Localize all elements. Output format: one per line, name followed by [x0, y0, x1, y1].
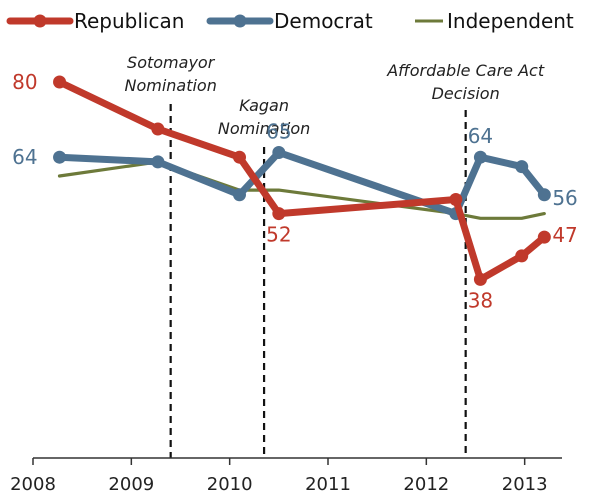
x-tick-label: 2008 — [10, 474, 56, 495]
data-label-democrat: 65 — [266, 120, 291, 144]
data-point-republican — [449, 193, 463, 206]
legend-item-democrat: Democrat — [206, 9, 373, 33]
event-annotation: Nomination — [124, 76, 216, 95]
data-point-republican — [151, 122, 165, 136]
data-label-democrat: 56 — [552, 186, 577, 210]
event-annotation: Sotomayor — [127, 53, 216, 72]
data-point-republican — [233, 150, 246, 164]
data-point-democrat — [272, 146, 286, 159]
series-line-democrat — [56, 149, 548, 218]
event-annotation: Kagan — [239, 96, 289, 115]
x-axis: 2008 2009 2010 2011 2012 2013 — [10, 457, 562, 495]
data-point-republican — [473, 272, 487, 286]
series-line-republican — [56, 78, 548, 283]
data-point-republican — [537, 230, 551, 244]
legend-label: Democrat — [274, 9, 373, 33]
data-point-democrat — [233, 188, 246, 202]
data-label-republican: 38 — [468, 288, 493, 312]
event-annotation: Nomination — [218, 119, 310, 138]
legend-marker — [33, 14, 47, 28]
x-tick-label: 2009 — [108, 474, 154, 495]
data-label-democrat: 64 — [468, 124, 493, 148]
event-markers: Sotomayor Nomination Kagan Nomination Afford… — [124, 53, 545, 458]
x-tick-label: 2013 — [502, 474, 548, 495]
data-label-republican: 52 — [266, 223, 291, 247]
data-point-republican — [53, 75, 67, 89]
data-point-republican — [272, 207, 286, 221]
legend-label: Independent — [447, 9, 574, 33]
data-point-democrat — [515, 160, 529, 174]
data-label-democrat: 64 — [12, 145, 37, 169]
series-lines — [53, 75, 551, 286]
legend-item-republican: Republican — [6, 9, 184, 33]
data-point-democrat — [151, 155, 165, 169]
data-point-democrat — [53, 150, 67, 164]
legend-marker — [233, 14, 247, 28]
data-label-republican: 80 — [12, 70, 37, 94]
x-tick-label: 2010 — [207, 474, 253, 495]
data-label-republican: 47 — [552, 223, 577, 247]
event-annotation: Affordable Care Act — [386, 61, 545, 80]
x-tick-label: 2012 — [403, 474, 449, 495]
data-point-republican — [515, 249, 529, 263]
legend: Republican Democrat Independent — [6, 9, 574, 33]
event-annotation: Decision — [432, 84, 500, 103]
data-labels: 80 52 38 47 64 65 64 56 — [12, 70, 578, 312]
data-point-democrat — [473, 150, 487, 164]
legend-label: Republican — [74, 9, 184, 33]
x-tick-label: 2011 — [305, 474, 351, 495]
data-point-democrat — [537, 188, 551, 202]
legend-item-independent: Independent — [415, 9, 574, 33]
